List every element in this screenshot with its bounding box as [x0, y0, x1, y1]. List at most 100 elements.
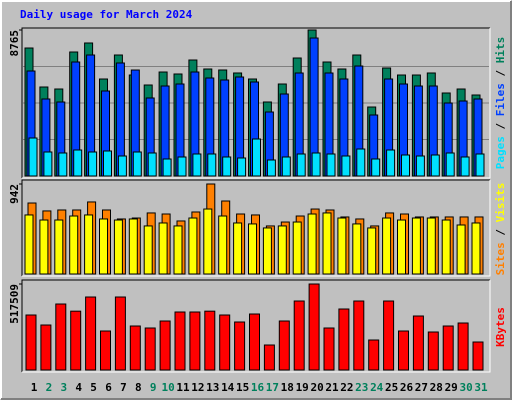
bar	[173, 225, 183, 275]
bar	[326, 153, 336, 177]
bar	[292, 221, 302, 275]
bar	[58, 152, 68, 177]
legend-separator: /	[494, 63, 507, 83]
bar	[430, 154, 440, 177]
legend-entry: Files	[494, 83, 507, 116]
bar	[411, 217, 421, 275]
y-tick-label: 517509	[8, 284, 21, 324]
bar	[322, 212, 332, 275]
plot-bevel-dark	[21, 179, 490, 276]
bar	[207, 153, 217, 177]
bar	[371, 158, 381, 177]
bar	[262, 227, 272, 275]
bar	[457, 322, 469, 371]
x-tick-label: 31	[474, 381, 488, 394]
x-tick-label: 4	[75, 381, 82, 394]
bar	[352, 223, 362, 275]
x-tick-label: 18	[281, 381, 294, 394]
bar	[54, 219, 64, 275]
x-tick-label: 5	[90, 381, 97, 394]
bar	[177, 156, 187, 177]
bar	[234, 321, 246, 371]
bar	[84, 214, 94, 275]
bar	[189, 311, 201, 371]
bar	[263, 344, 275, 371]
bar	[237, 157, 247, 177]
bar	[218, 215, 228, 275]
x-tick-label: 27	[415, 381, 428, 394]
bar	[117, 155, 127, 177]
bar	[401, 154, 410, 177]
x-tick-label: 25	[385, 381, 398, 394]
x-tick-label: 6	[105, 381, 112, 394]
bar	[174, 311, 186, 371]
bar	[368, 339, 380, 371]
x-tick-label: 9	[150, 381, 157, 394]
bar	[128, 218, 138, 275]
bar	[472, 341, 484, 371]
bar	[73, 149, 83, 177]
bar	[204, 310, 216, 371]
bar	[412, 315, 424, 371]
bar	[367, 227, 377, 275]
legend: Sites / Visits	[494, 183, 507, 276]
legend-entry: Sites	[494, 242, 507, 275]
bar	[219, 314, 231, 371]
x-tick-label: 7	[120, 381, 127, 394]
bar	[203, 208, 213, 275]
bar	[293, 300, 305, 371]
bar	[162, 158, 172, 177]
plot-bevel-light	[22, 180, 491, 277]
bar	[277, 225, 287, 275]
x-tick-label: 30	[459, 381, 472, 394]
bar	[24, 214, 34, 275]
bar	[192, 153, 202, 177]
x-tick-label: 11	[176, 381, 190, 394]
bar	[39, 219, 49, 275]
x-tick-label: 1	[31, 381, 38, 394]
bar	[445, 152, 455, 177]
bar	[296, 153, 306, 177]
bar	[70, 310, 82, 371]
bar	[460, 156, 470, 177]
x-tick-label: 17	[266, 381, 279, 394]
bar	[188, 217, 198, 275]
bar	[100, 330, 111, 371]
bar	[132, 151, 142, 177]
plot-bevel-light	[22, 280, 491, 373]
bar	[338, 308, 350, 371]
bar	[353, 300, 365, 371]
x-tick-label: 15	[236, 381, 249, 394]
plot-bevel-dark	[21, 27, 490, 178]
bar	[55, 303, 67, 371]
x-tick-label: 8	[135, 381, 142, 394]
bar	[471, 222, 481, 275]
x-tick-label: 22	[340, 381, 353, 394]
bar	[426, 217, 436, 275]
plot-bevel-dark	[21, 279, 490, 372]
bar	[113, 219, 123, 275]
bar	[233, 222, 243, 275]
bar	[40, 324, 52, 371]
bar	[129, 325, 141, 371]
bar	[147, 152, 157, 177]
legend-separator: /	[494, 116, 507, 136]
bar	[382, 217, 392, 275]
x-tick-label: 21	[325, 381, 339, 394]
bar	[144, 327, 156, 371]
bar	[249, 313, 260, 371]
legend-entry: KBytes	[494, 307, 507, 347]
bar	[28, 137, 38, 177]
x-tick-label: 29	[445, 381, 458, 394]
bar	[337, 217, 347, 275]
bar	[383, 300, 395, 371]
x-tick-label: 14	[221, 381, 235, 394]
y-tick-label: 8765	[8, 30, 21, 57]
bar	[456, 224, 466, 275]
legend-entry: Pages	[494, 136, 507, 169]
legend-entry: Visits	[494, 183, 507, 223]
x-tick-label: 28	[430, 381, 443, 394]
bar	[248, 223, 257, 275]
bar	[441, 219, 451, 275]
x-tick-label: 10	[161, 381, 174, 394]
